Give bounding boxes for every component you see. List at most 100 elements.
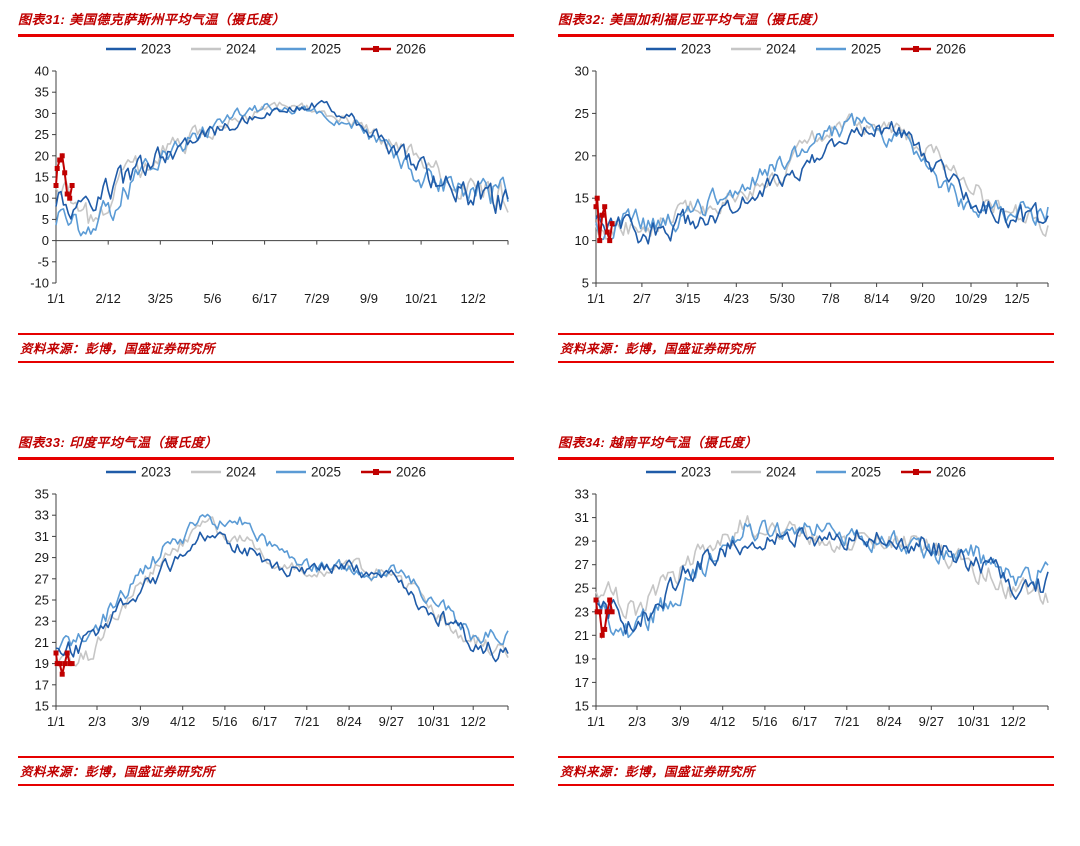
svg-text:23: 23 — [575, 604, 589, 619]
svg-text:12/2: 12/2 — [461, 291, 486, 306]
svg-text:9/9: 9/9 — [360, 291, 378, 306]
svg-text:5: 5 — [42, 212, 49, 227]
svg-text:3/25: 3/25 — [148, 291, 173, 306]
panel-chart-34-vietnam: 图表34: 越南平均气温（摄氏度） 15 17 19 21 23 25 27 29 31 33 1/… — [540, 423, 1080, 846]
svg-text:5: 5 — [582, 276, 589, 291]
svg-text:10: 10 — [35, 191, 49, 206]
svg-text:25: 25 — [35, 127, 49, 142]
svg-text:10: 10 — [575, 233, 589, 248]
svg-text:1/1: 1/1 — [47, 291, 65, 306]
svg-text:31: 31 — [575, 510, 589, 525]
svg-text:12/2: 12/2 — [461, 714, 486, 729]
svg-text:2026: 2026 — [936, 465, 966, 480]
svg-text:29: 29 — [575, 534, 589, 549]
title-rule — [18, 34, 514, 37]
svg-text:20: 20 — [35, 148, 49, 163]
svg-text:15: 15 — [35, 699, 49, 714]
svg-text:17: 17 — [35, 677, 49, 692]
chart-svg: 15 17 19 21 23 25 27 29 31 33 1/1 2/3 3/9 4/12 5/16 6/1… — [575, 465, 1049, 729]
svg-text:3/9: 3/9 — [671, 714, 689, 729]
svg-text:1/1: 1/1 — [47, 714, 65, 729]
svg-text:12/5: 12/5 — [1004, 291, 1029, 306]
panel-chart-31-texas: 图表31: 美国德克萨斯州平均气温（摄氏度） -10 -5 0 5 10 15 20 25 30… — [0, 0, 540, 423]
svg-text:19: 19 — [575, 651, 589, 666]
svg-text:23: 23 — [35, 614, 49, 629]
svg-text:15: 15 — [575, 191, 589, 206]
svg-text:40: 40 — [35, 64, 49, 79]
svg-text:27: 27 — [35, 571, 49, 586]
panel-title: 图表32: 美国加利福尼亚平均气温（摄氏度） — [558, 12, 826, 27]
svg-text:25: 25 — [35, 593, 49, 608]
svg-text:21: 21 — [575, 628, 589, 643]
svg-text:5/6: 5/6 — [203, 291, 221, 306]
source-rule-top — [18, 756, 514, 758]
svg-text:2024: 2024 — [226, 465, 257, 480]
svg-text:29: 29 — [35, 550, 49, 565]
source-text: 资料来源：彭博，国盛证券研究所 — [560, 342, 756, 356]
source-block: 资料来源：彭博，国盛证券研究所 — [18, 756, 514, 786]
svg-text:2023: 2023 — [681, 42, 711, 57]
svg-text:33: 33 — [575, 487, 589, 502]
svg-text:7/8: 7/8 — [822, 291, 840, 306]
source-rule-bottom — [18, 784, 514, 786]
svg-text:2/3: 2/3 — [88, 714, 106, 729]
svg-text:12/2: 12/2 — [1001, 714, 1026, 729]
source-rule-top — [558, 333, 1054, 335]
source-block: 资料来源：彭博，国盛证券研究所 — [18, 333, 514, 363]
svg-text:7/21: 7/21 — [294, 714, 319, 729]
svg-text:10/29: 10/29 — [955, 291, 988, 306]
svg-text:7/21: 7/21 — [834, 714, 859, 729]
svg-text:4/12: 4/12 — [170, 714, 195, 729]
svg-text:2/7: 2/7 — [633, 291, 651, 306]
svg-text:2025: 2025 — [851, 465, 881, 480]
source-rule-bottom — [558, 361, 1054, 363]
svg-text:2023: 2023 — [141, 42, 171, 57]
svg-text:33: 33 — [35, 508, 49, 523]
svg-text:4/23: 4/23 — [724, 291, 749, 306]
chart-svg: 15 17 19 21 23 25 27 29 31 33 35 1/1 2/3 3/9 4/12 5/16 6… — [35, 465, 509, 729]
svg-text:5/16: 5/16 — [212, 714, 237, 729]
svg-text:27: 27 — [575, 557, 589, 572]
svg-text:2025: 2025 — [311, 42, 341, 57]
svg-text:2024: 2024 — [766, 42, 797, 57]
svg-text:17: 17 — [575, 675, 589, 690]
title-rule — [18, 457, 514, 460]
panel-chart-33-india: 图表33: 印度平均气温（摄氏度） 15 17 19 21 23 25 27 29 31 33 35… — [0, 423, 540, 846]
source-rule-top — [18, 333, 514, 335]
svg-text:10/31: 10/31 — [417, 714, 450, 729]
svg-text:25: 25 — [575, 106, 589, 121]
svg-text:9/20: 9/20 — [910, 291, 935, 306]
source-block: 资料来源：彭博，国盛证券研究所 — [558, 333, 1054, 363]
title-rule — [558, 457, 1054, 460]
svg-text:1/1: 1/1 — [587, 291, 605, 306]
source-text: 资料来源：彭博，国盛证券研究所 — [20, 342, 216, 356]
svg-text:6/17: 6/17 — [252, 291, 277, 306]
svg-text:2/3: 2/3 — [628, 714, 646, 729]
svg-text:5/16: 5/16 — [752, 714, 777, 729]
svg-text:2026: 2026 — [936, 42, 966, 57]
svg-text:30: 30 — [35, 106, 49, 121]
source-block: 资料来源：彭博，国盛证券研究所 — [558, 756, 1054, 786]
panel-chart-32-california: 图表32: 美国加利福尼亚平均气温（摄氏度） 5 10 15 20 25 30 1/1 2/7… — [540, 0, 1080, 423]
source-rule-bottom — [18, 361, 514, 363]
panel-title: 图表31: 美国德克萨斯州平均气温（摄氏度） — [18, 12, 286, 27]
svg-text:-5: -5 — [37, 254, 49, 269]
svg-text:15: 15 — [575, 699, 589, 714]
svg-text:2024: 2024 — [766, 465, 797, 480]
svg-text:35: 35 — [35, 487, 49, 502]
svg-text:8/24: 8/24 — [876, 714, 901, 729]
source-text: 资料来源：彭博，国盛证券研究所 — [560, 765, 756, 779]
svg-text:3/9: 3/9 — [131, 714, 149, 729]
svg-text:6/17: 6/17 — [792, 714, 817, 729]
svg-text:2023: 2023 — [141, 465, 171, 480]
svg-text:1/1: 1/1 — [587, 714, 605, 729]
svg-text:2025: 2025 — [851, 42, 881, 57]
svg-text:20: 20 — [575, 148, 589, 163]
svg-text:30: 30 — [575, 64, 589, 79]
svg-text:9/27: 9/27 — [919, 714, 944, 729]
source-rule-top — [558, 756, 1054, 758]
svg-text:8/24: 8/24 — [336, 714, 361, 729]
svg-text:25: 25 — [575, 581, 589, 596]
